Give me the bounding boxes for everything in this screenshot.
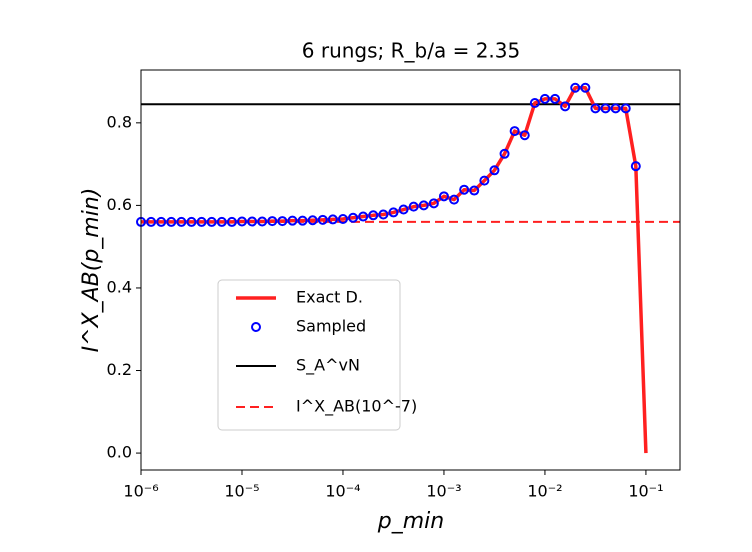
y-tick-label: 0.4: [107, 277, 132, 296]
data-point: [388, 207, 399, 218]
x-tick-label: 10⁻²: [527, 482, 562, 501]
data-point: [236, 216, 247, 227]
data-point: [418, 200, 429, 211]
data-point: [539, 93, 550, 104]
legend-label: S_A^vN: [296, 356, 360, 376]
legend-marker: [251, 322, 261, 332]
data-point: [550, 93, 561, 104]
data-point: [398, 204, 409, 215]
data-point: [146, 216, 157, 227]
data-point: [610, 103, 621, 114]
data-point: [196, 216, 207, 227]
data-point: [499, 148, 510, 159]
data-point: [247, 216, 258, 227]
data-point: [479, 175, 490, 186]
data-point: [277, 216, 288, 227]
data-point: [529, 98, 540, 109]
x-tick-label: 10⁻¹: [628, 482, 663, 501]
plot-frame: [140, 69, 681, 471]
data-point: [428, 198, 439, 209]
data-point: [560, 101, 571, 112]
y-tick-label: 0.6: [107, 195, 132, 214]
data-point: [348, 212, 359, 223]
data-point: [267, 216, 278, 227]
y-tick-label: 0.0: [107, 443, 132, 462]
data-point: [368, 210, 379, 221]
y-tick-label: 0.2: [107, 360, 132, 379]
data-point: [519, 130, 530, 141]
data-point: [590, 103, 601, 114]
x-tick-label: 10⁻³: [426, 482, 461, 501]
legend-label: Exact D.: [296, 288, 363, 307]
data-point: [327, 214, 338, 225]
data-point: [156, 216, 167, 227]
data-point: [317, 214, 328, 225]
data-point: [216, 216, 227, 227]
data-point: [570, 82, 581, 93]
data-point: [630, 161, 641, 172]
data-point: [509, 126, 520, 137]
legend-label: Sampled: [296, 317, 366, 336]
y-axis-label: I^X_AB(p_min): [79, 188, 104, 353]
data-point: [600, 103, 611, 114]
data-point: [287, 215, 298, 226]
data-point: [580, 82, 591, 93]
legend-label: I^X_AB(10^-7): [296, 397, 417, 417]
data-point: [449, 194, 460, 205]
data-point: [438, 191, 449, 202]
data-point: [297, 215, 308, 226]
legend-box: [217, 279, 401, 431]
x-axis-label: p_min: [377, 509, 444, 534]
data-point: [620, 103, 631, 114]
data-point: [186, 216, 197, 227]
y-tick-label: 0.8: [107, 112, 132, 131]
data-point: [206, 216, 217, 227]
data-point: [408, 201, 419, 212]
chart-title: 6 rungs; R_b/a = 2.35: [302, 39, 520, 63]
data-point: [257, 216, 268, 227]
data-point: [378, 209, 389, 220]
data-point: [337, 214, 348, 225]
data-point: [459, 184, 470, 195]
x-tick-label: 10⁻⁵: [224, 482, 259, 501]
data-point: [358, 211, 369, 222]
data-point: [176, 216, 187, 227]
data-point: [166, 216, 177, 227]
x-tick-label: 10⁻⁴: [325, 482, 360, 501]
data-point: [469, 185, 480, 196]
x-tick-label: 10⁻⁶: [123, 482, 158, 501]
data-point: [489, 165, 500, 176]
data-point: [307, 215, 318, 226]
data-point: [226, 216, 237, 227]
